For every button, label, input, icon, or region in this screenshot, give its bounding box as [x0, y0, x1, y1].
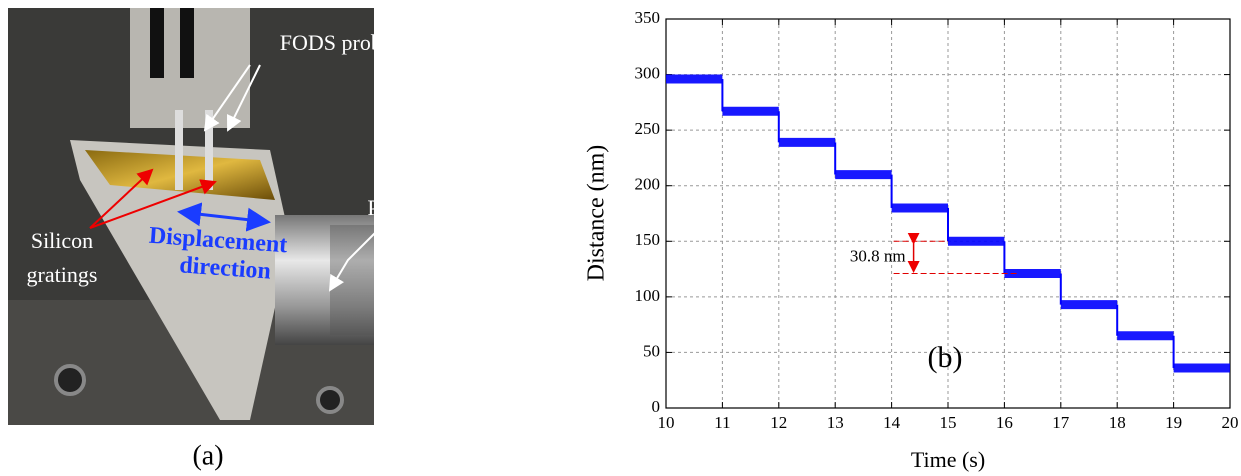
photo-label: direction	[179, 252, 272, 284]
y-tick-label: 300	[635, 63, 661, 82]
photo-label: Silicon	[31, 228, 93, 253]
y-tick-label: 200	[635, 175, 661, 194]
x-tick-label: 13	[827, 413, 844, 432]
x-tick-label: 14	[883, 413, 901, 432]
x-tick-label: 17	[1052, 413, 1070, 432]
y-tick-label: 100	[635, 286, 661, 305]
probe	[205, 110, 213, 190]
x-tick-label: 10	[658, 413, 675, 432]
annotation-label: 30.8 nm	[850, 246, 906, 265]
arrow	[89, 179, 217, 229]
y-tick-label: 0	[652, 397, 661, 416]
x-tick-label: 11	[714, 413, 730, 432]
photo-label: FODS probes	[280, 30, 400, 55]
panel-caption: (a)	[192, 440, 223, 471]
arrow	[89, 168, 154, 229]
panel-label: (b)	[928, 341, 963, 374]
arrow	[177, 202, 271, 232]
fiber	[180, 8, 194, 78]
x-tick-label: 16	[996, 413, 1013, 432]
x-axis-label: Time (s)	[911, 447, 985, 472]
photo-label: gratings	[27, 262, 98, 287]
photo: FODS probes Piezo actuator (PI 845-10) S…	[8, 8, 493, 425]
fiber	[150, 8, 164, 78]
arrow	[328, 227, 381, 292]
y-tick-label: 250	[635, 119, 661, 138]
y-tick-label: 350	[635, 8, 661, 27]
x-tick-label: 20	[1222, 413, 1239, 432]
arrow	[203, 64, 251, 132]
arrow	[227, 64, 261, 132]
actuator	[275, 215, 374, 345]
y-tick-label: 150	[635, 230, 661, 249]
x-tick-label: 19	[1165, 413, 1182, 432]
y-tick-label: 50	[643, 341, 660, 360]
photo-label: Piezo actuator	[367, 195, 493, 220]
table-hole	[316, 386, 344, 414]
x-tick-label: 18	[1109, 413, 1126, 432]
table-hole	[54, 364, 86, 396]
probe	[175, 110, 183, 190]
plot-frame	[665, 18, 1231, 409]
x-tick-label: 12	[770, 413, 787, 432]
photo-label: (PI 845-10)	[389, 228, 491, 253]
x-tick-label: 15	[940, 413, 957, 432]
y-axis-label: Distance (nm)	[584, 145, 610, 282]
